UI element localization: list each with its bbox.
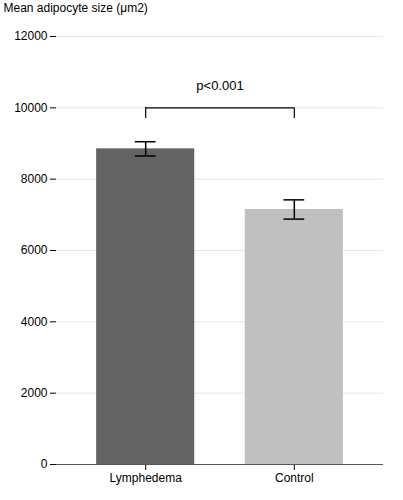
svg-text:Lymphedema: Lymphedema [110, 471, 183, 485]
svg-text:0: 0 [41, 457, 48, 471]
svg-text:4000: 4000 [21, 315, 48, 329]
svg-text:10000: 10000 [14, 101, 48, 115]
svg-text:6000: 6000 [21, 243, 48, 257]
svg-text:12000: 12000 [14, 29, 48, 43]
svg-text:2000: 2000 [21, 386, 48, 400]
svg-text:p<0.001: p<0.001 [196, 78, 243, 93]
svg-text:8000: 8000 [21, 172, 48, 186]
svg-text:Control: Control [275, 471, 314, 485]
svg-text:Mean adipocyte size (μm2): Mean adipocyte size (μm2) [4, 1, 148, 15]
